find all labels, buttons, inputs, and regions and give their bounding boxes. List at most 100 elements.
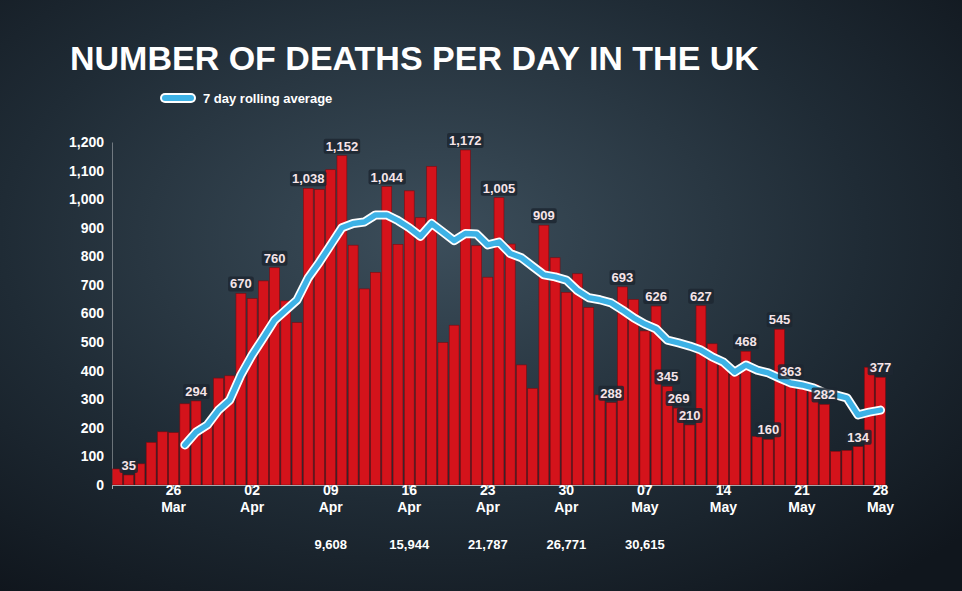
bar <box>831 451 841 485</box>
bar <box>629 299 639 485</box>
tick: 07May <box>631 482 658 515</box>
data-label-group: 1,044 <box>369 170 406 185</box>
bar <box>247 299 257 485</box>
tick: 700 <box>81 277 112 293</box>
bar <box>853 447 863 485</box>
bar <box>416 218 426 485</box>
data-label-group: 468 <box>733 334 759 349</box>
tick: 500 <box>81 334 112 350</box>
data-label-group: 294 <box>183 384 209 399</box>
label-patch <box>755 422 781 437</box>
label-patch <box>324 139 361 154</box>
totals: 9,60815,94421,78726,77130,615 <box>314 537 664 552</box>
data-label: 760 <box>264 251 286 266</box>
bar <box>371 272 381 485</box>
tick-label-line: Apr <box>554 499 579 515</box>
data-label-group: 760 <box>262 251 288 266</box>
tick-label: 900 <box>81 220 105 236</box>
bar <box>696 306 706 485</box>
bar <box>348 245 358 485</box>
bar <box>460 150 470 485</box>
bar <box>786 381 796 485</box>
label-patch <box>610 270 636 285</box>
total-label: 21,787 <box>468 537 508 552</box>
data-label-group: 909 <box>531 208 557 223</box>
tick-label: 1,200 <box>69 134 104 150</box>
tick-label: 100 <box>81 448 105 464</box>
label-patch <box>183 384 209 399</box>
bar <box>763 439 773 485</box>
legend: 7 day rolling average <box>165 91 332 106</box>
bar <box>606 403 616 485</box>
total-label: 15,944 <box>389 537 430 552</box>
data-label: 545 <box>769 312 791 327</box>
bar <box>483 277 493 485</box>
tick-label: 0 <box>96 477 104 493</box>
tick-label: 800 <box>81 248 105 264</box>
data-label: 1,005 <box>483 181 516 196</box>
tick-label: 200 <box>81 420 105 436</box>
bar <box>146 442 156 485</box>
bar <box>775 329 785 485</box>
tick: 1,000 <box>69 191 112 207</box>
data-label: 670 <box>230 276 252 291</box>
label-patch <box>369 170 406 185</box>
data-label: 377 <box>870 360 892 375</box>
bar <box>169 433 179 485</box>
tick-label: 21May <box>788 482 815 515</box>
data-label-group: 210 <box>677 408 703 423</box>
bar <box>258 281 268 485</box>
label-patch <box>290 171 327 186</box>
label-patch <box>845 430 871 445</box>
tick: 09Apr <box>319 482 344 515</box>
bar <box>124 475 134 485</box>
data-label: 134 <box>847 430 869 445</box>
data-label-group: 670 <box>228 276 254 291</box>
bar <box>550 258 560 485</box>
label-patch <box>643 289 669 304</box>
bar <box>730 375 740 485</box>
data-label: 269 <box>668 391 690 406</box>
tick-label: 23Apr <box>476 482 501 515</box>
tick: 200 <box>81 420 112 436</box>
tick-label: 26Mar <box>161 482 186 515</box>
tick: 30Apr <box>554 482 579 515</box>
data-label-group: 1,152 <box>324 139 361 154</box>
plot-marks <box>113 150 886 485</box>
tick-label-line: Apr <box>397 499 422 515</box>
legend-swatch-outline <box>165 93 191 103</box>
tick-label-line: Apr <box>476 499 501 515</box>
label-patch <box>228 276 254 291</box>
bar <box>573 274 583 485</box>
data-label: 693 <box>612 270 634 285</box>
bar <box>819 404 829 485</box>
axis-line <box>112 143 113 486</box>
tick: 100 <box>81 448 112 464</box>
label-patch <box>531 208 557 223</box>
data-label: 288 <box>600 386 622 401</box>
tick: 02Apr <box>240 482 265 515</box>
bar <box>359 289 369 485</box>
tick-label: 1,000 <box>69 191 104 207</box>
bar <box>157 432 167 485</box>
data-label-group: 288 <box>598 386 624 401</box>
data-label: 1,152 <box>326 139 359 154</box>
y-axis: 01002003004005006007008009001,0001,1001,… <box>69 134 113 493</box>
bar <box>595 395 605 485</box>
tick-label: 09Apr <box>319 482 344 515</box>
tick: 28May <box>867 482 894 515</box>
background <box>0 0 962 591</box>
tick-label: 700 <box>81 277 105 293</box>
tick: 400 <box>81 363 112 379</box>
tick: 1,200 <box>69 134 112 150</box>
data-label-group: 377 <box>868 360 894 375</box>
tick-label-line: Apr <box>319 499 344 515</box>
bar <box>315 189 325 485</box>
bar <box>393 244 403 485</box>
data-label-group: 35 <box>119 458 137 473</box>
tick: 0 <box>96 477 112 493</box>
data-label-group: 134 <box>845 430 871 445</box>
tick-label-line: May <box>710 499 737 515</box>
label-patch <box>598 386 624 401</box>
bar <box>718 363 728 485</box>
